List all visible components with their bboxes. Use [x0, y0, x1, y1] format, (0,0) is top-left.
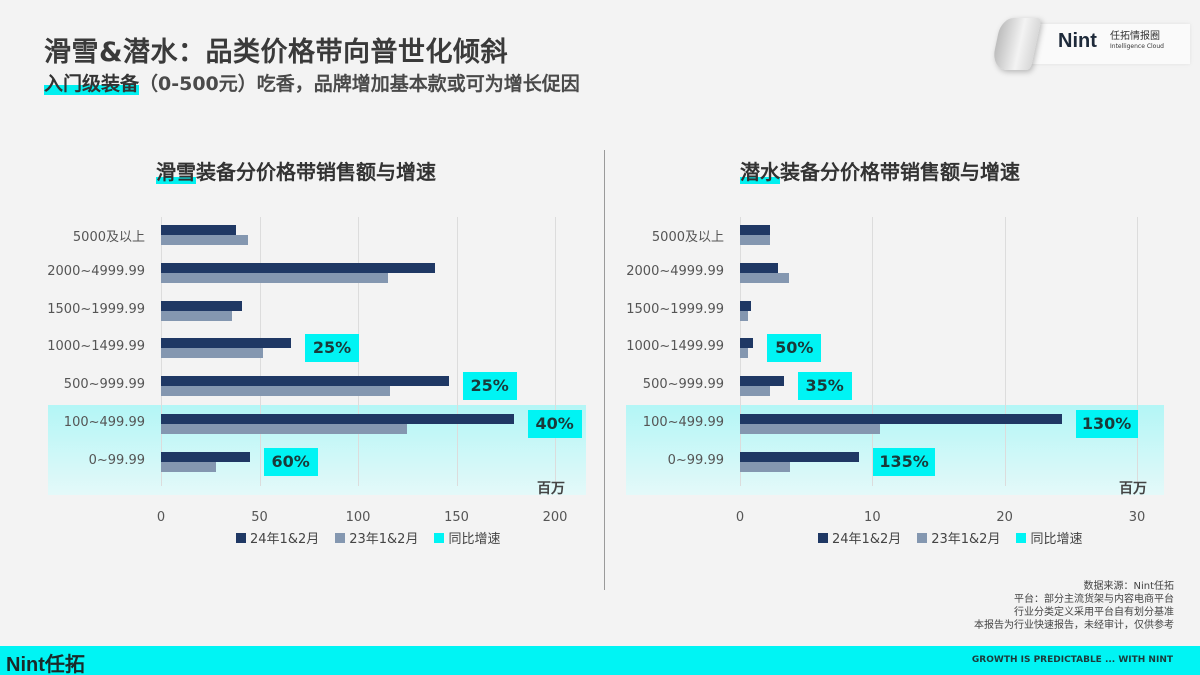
page-title: 滑雪&潜水：品类价格带向普世化倾斜 — [44, 37, 509, 68]
bar-current-year — [161, 262, 435, 273]
bar-current-year — [740, 376, 784, 387]
legend-item-growth: 同比增速 — [1016, 528, 1082, 547]
bar-previous-year — [161, 348, 264, 359]
category-label: 500~999.99 — [642, 377, 724, 393]
bar-previous-year — [740, 272, 789, 283]
swatch-current — [236, 532, 246, 543]
nint-logo: Nint 任拓情报圈 Intelligence Cloud — [980, 12, 1190, 72]
growth-rate-badge: 40% — [527, 410, 582, 438]
chart-legend: 24年1&2月 23年1&2月 同比增速 — [818, 528, 1082, 547]
category-label: 500~999.99 — [63, 377, 145, 393]
bar-current-year — [740, 338, 754, 349]
bar-previous-year — [161, 461, 217, 472]
legend-item-previous: 23年1&2月 — [335, 528, 418, 547]
x-tick-label: 0 — [735, 509, 745, 525]
growth-rate-badge: 135% — [873, 447, 936, 476]
growth-rate-badge: 50% — [767, 334, 822, 363]
swatch-growth — [434, 532, 445, 543]
category-label: 1500~1999.99 — [626, 301, 724, 317]
category-label: 0~99.99 — [88, 452, 145, 468]
chart-title: 潜水装备分价格带销售额与增速 — [740, 160, 1020, 184]
growth-rate-badge: 60% — [263, 447, 318, 476]
data-source-note: 数据来源：Nint任拓 平台：部分主流货架与内容电商平台 行业分类定义采用平台自… — [974, 581, 1174, 631]
diving-equipment-chart: 潜水装备分价格带销售额与增速 24年1&2月 23年1&2月 同比增速 0 10 2… — [612, 150, 1172, 560]
x-tick-label: 10 — [864, 509, 881, 525]
category-label: 2000~4999.99 — [626, 263, 724, 279]
footer-logo: Nint任拓 — [6, 654, 85, 675]
bar-previous-year — [740, 348, 748, 359]
bar-previous-year — [740, 386, 771, 397]
bar-current-year — [740, 451, 860, 462]
gridline — [456, 217, 458, 486]
gridline — [1137, 217, 1138, 486]
bar-previous-year — [740, 424, 881, 434]
chart-divider — [604, 150, 605, 590]
x-tick-label: 0 — [156, 509, 166, 525]
x-tick-label: 30 — [1128, 509, 1146, 525]
chart-title: 滑雪装备分价格带销售额与增速 — [156, 160, 436, 184]
ski-equipment-chart: 滑雪装备分价格带销售额与增速 24年1&2月 23年1&2月 同比增速 0 50 1… — [30, 150, 590, 560]
legend-item-previous: 23年1&2月 — [917, 528, 1000, 547]
bar-current-year — [161, 300, 242, 311]
bar-previous-year — [740, 310, 748, 321]
category-label: 1000~1499.99 — [626, 339, 724, 355]
bar-current-year — [161, 414, 514, 424]
legend-item-growth: 同比增速 — [434, 528, 500, 547]
category-label: 100~499.99 — [642, 415, 724, 430]
x-tick-label: 150 — [444, 509, 469, 525]
bar-previous-year — [740, 461, 791, 472]
unit-label: 百万 — [537, 480, 565, 497]
unit-label: 百万 — [1119, 480, 1147, 497]
x-tick-label: 20 — [996, 509, 1013, 525]
bar-previous-year — [161, 235, 248, 245]
torn-paper-decoration — [1030, 24, 1190, 64]
swatch-growth — [1016, 532, 1027, 543]
subtitle-text: （0-500元）吃香，品牌增加基本款或可为增长促因 — [139, 73, 580, 95]
bar-current-year — [740, 225, 771, 235]
footer-bar: Nint任拓 GROWTH IS PREDICTABLE ... WITH NI… — [0, 646, 1200, 675]
growth-rate-badge: 25% — [462, 372, 517, 401]
bar-previous-year — [161, 272, 388, 283]
category-label: 2000~4999.99 — [47, 263, 145, 279]
footer-slogan: GROWTH IS PREDICTABLE ... WITH NINT — [971, 655, 1173, 665]
bar-previous-year — [161, 310, 232, 321]
bar-current-year — [161, 451, 250, 462]
category-label: 5000及以上 — [651, 230, 724, 245]
gridline — [555, 217, 556, 486]
x-tick-label: 100 — [345, 509, 371, 525]
category-label: 0~99.99 — [667, 452, 724, 468]
swatch-previous — [335, 532, 346, 543]
x-tick-label: 50 — [251, 509, 268, 525]
logo-subtitle: 任拓情报圈 Intelligence Cloud — [1110, 31, 1164, 51]
bar-previous-year — [161, 386, 390, 397]
chart-legend: 24年1&2月 23年1&2月 同比增速 — [236, 528, 500, 547]
x-tick-label: 200 — [542, 509, 568, 525]
bar-previous-year — [740, 235, 771, 245]
logo-brand: Nint — [1058, 30, 1097, 52]
swatch-current — [818, 532, 828, 543]
gridline — [1004, 217, 1006, 486]
bar-current-year — [740, 262, 779, 273]
growth-rate-badge: 130% — [1075, 410, 1138, 438]
bar-current-year — [161, 338, 292, 349]
category-label: 5000及以上 — [72, 230, 145, 245]
bar-current-year — [161, 376, 449, 387]
growth-rate-badge: 35% — [797, 372, 852, 401]
growth-rate-badge: 25% — [305, 334, 360, 363]
swatch-previous — [917, 532, 928, 543]
gridline — [872, 217, 874, 486]
category-label: 1500~1999.99 — [47, 301, 145, 317]
legend-item-current: 24年1&2月 — [236, 528, 319, 547]
page-subtitle: 入门级装备（0-500元）吃香，品牌增加基本款或可为增长促因 — [44, 69, 580, 96]
subtitle-highlight: 入门级装备 — [44, 73, 140, 95]
bar-current-year — [740, 300, 751, 311]
legend-item-current: 24年1&2月 — [818, 528, 901, 547]
category-label: 1000~1499.99 — [47, 339, 145, 355]
bar-current-year — [740, 414, 1062, 424]
bar-current-year — [161, 225, 236, 235]
category-label: 100~499.99 — [63, 415, 145, 430]
bar-previous-year — [161, 424, 408, 434]
